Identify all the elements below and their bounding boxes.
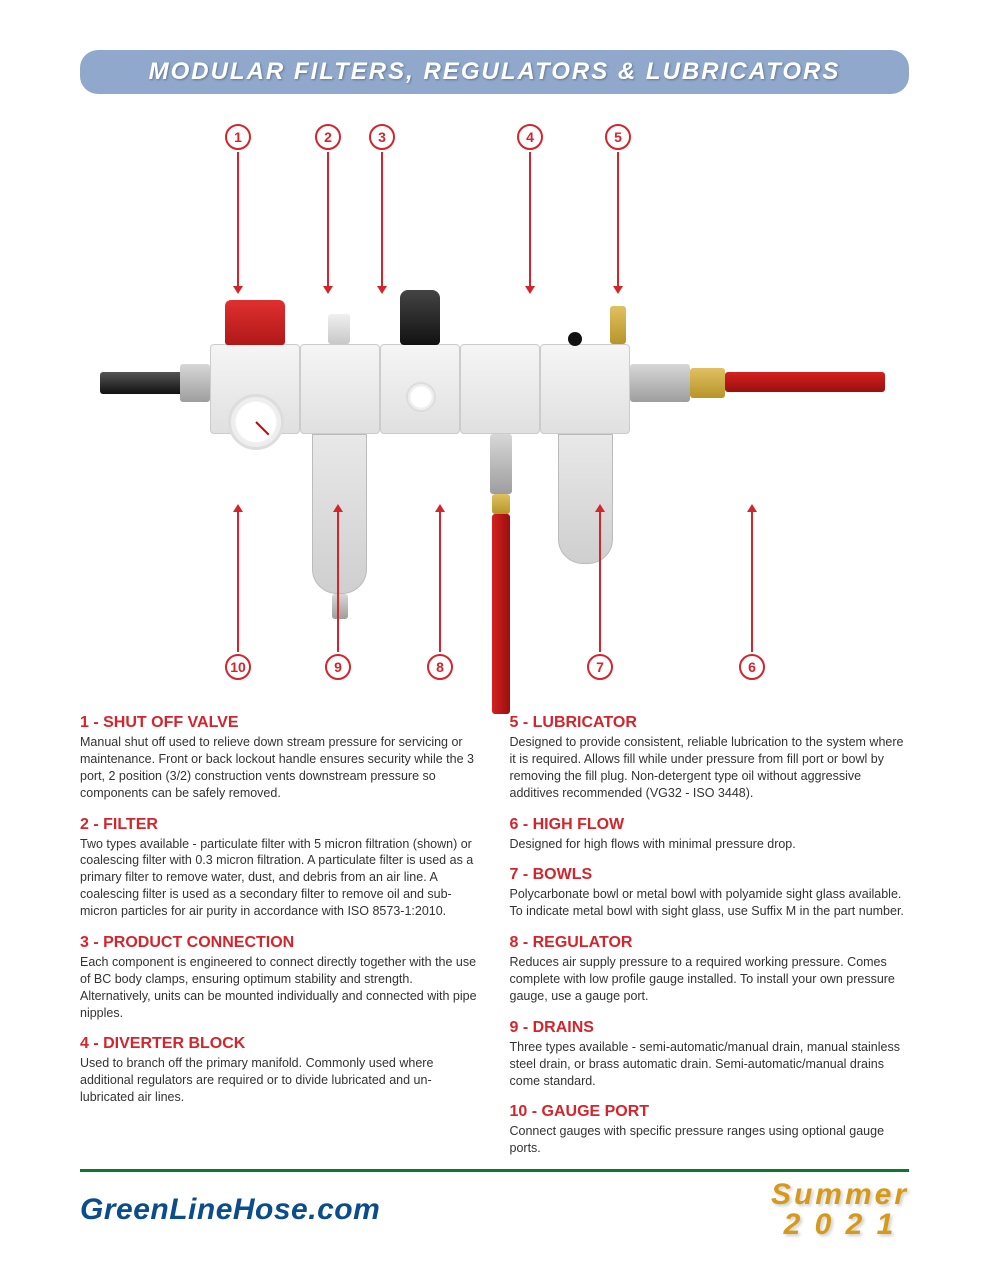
product-diagram: 1 2 3 4 5 10 9 8 7 6 xyxy=(80,124,909,684)
outlet-fitting xyxy=(630,364,690,402)
filter-bowl xyxy=(312,434,367,594)
desc-body: Designed to provide consistent, reliable… xyxy=(510,734,910,802)
desc-title: 1 - SHUT OFF VALVE xyxy=(80,714,480,732)
pressure-gauge xyxy=(228,394,284,450)
callout-arrow-6 xyxy=(747,504,757,512)
callout-arrow-9 xyxy=(333,504,343,512)
desc-title: 2 - FILTER xyxy=(80,816,480,834)
desc-item: 3 - PRODUCT CONNECTION Each component is … xyxy=(80,934,480,1022)
footer-season-line2: 2 0 2 1 xyxy=(771,1210,909,1240)
outlet-hose xyxy=(725,372,885,392)
desc-item: 5 - LUBRICATOR Designed to provide consis… xyxy=(510,714,910,802)
filter-cap xyxy=(328,314,350,344)
callout-bubble-10: 10 xyxy=(225,654,251,680)
regulator-gauge xyxy=(406,382,436,412)
desc-body: Used to branch off the primary manifold.… xyxy=(80,1055,480,1106)
callout-line-5 xyxy=(617,152,619,286)
callout-bubble-3: 3 xyxy=(369,124,395,150)
callout-line-2 xyxy=(327,152,329,286)
callout-bubble-9: 9 xyxy=(325,654,351,680)
page-footer: GreenLineHose.com Summer 2 0 2 1 xyxy=(80,1169,909,1240)
callout-bubble-6: 6 xyxy=(739,654,765,680)
frl-assembly-illustration xyxy=(170,274,820,504)
diverter-brass-coupler xyxy=(492,494,510,514)
desc-body: Three types available - semi-automatic/m… xyxy=(510,1039,910,1090)
callout-line-8 xyxy=(439,512,441,652)
page-title-banner: MODULAR FILTERS, REGULATORS & LUBRICATOR… xyxy=(80,50,909,94)
desc-title: 8 - REGULATOR xyxy=(510,934,910,952)
desc-body: Reduces air supply pressure to a require… xyxy=(510,954,910,1005)
desc-item: 8 - REGULATOR Reduces air supply pressure… xyxy=(510,934,910,1005)
description-column-right: 5 - LUBRICATOR Designed to provide consis… xyxy=(510,714,910,1171)
footer-season: Summer 2 0 2 1 xyxy=(771,1180,909,1240)
callout-bubble-7: 7 xyxy=(587,654,613,680)
desc-title: 5 - LUBRICATOR xyxy=(510,714,910,732)
footer-url: GreenLineHose.com xyxy=(80,1193,380,1227)
callout-arrow-5 xyxy=(613,286,623,294)
desc-item: 2 - FILTER Two types available - particul… xyxy=(80,816,480,920)
callout-arrow-7 xyxy=(595,504,605,512)
filter-drain xyxy=(332,594,348,619)
callout-arrow-8 xyxy=(435,504,445,512)
footer-season-line1: Summer xyxy=(771,1180,909,1210)
callout-bubble-4: 4 xyxy=(517,124,543,150)
diverter-hose xyxy=(492,514,510,714)
page-title: MODULAR FILTERS, REGULATORS & LUBRICATOR… xyxy=(100,58,889,86)
callout-arrow-4 xyxy=(525,286,535,294)
desc-item: 10 - GAUGE PORT Connect gauges with speci… xyxy=(510,1103,910,1157)
desc-item: 1 - SHUT OFF VALVE Manual shut off used t… xyxy=(80,714,480,802)
outlet-brass-coupler xyxy=(690,368,725,398)
desc-title: 6 - HIGH FLOW xyxy=(510,816,910,834)
desc-body: Polycarbonate bowl or metal bowl with po… xyxy=(510,886,910,920)
diverter-outlet-fitting xyxy=(490,434,512,494)
callout-bubble-8: 8 xyxy=(427,654,453,680)
module-diverter xyxy=(460,344,540,434)
desc-item: 9 - DRAINS Three types available - semi-a… xyxy=(510,1019,910,1090)
desc-body: Connect gauges with specific pressure ra… xyxy=(510,1123,910,1157)
callout-arrow-3 xyxy=(377,286,387,294)
inlet-hose xyxy=(100,372,185,394)
callout-bubble-5: 5 xyxy=(605,124,631,150)
callout-arrow-10 xyxy=(233,504,243,512)
desc-title: 3 - PRODUCT CONNECTION xyxy=(80,934,480,952)
callout-line-9 xyxy=(337,512,339,652)
desc-body: Manual shut off used to relieve down str… xyxy=(80,734,480,802)
callout-line-7 xyxy=(599,512,601,652)
lubricator-fill-port xyxy=(610,306,626,344)
catalog-page: MODULAR FILTERS, REGULATORS & LUBRICATOR… xyxy=(0,0,989,1280)
desc-body: Each component is engineered to connect … xyxy=(80,954,480,1022)
desc-item: 4 - DIVERTER BLOCK Used to branch off the… xyxy=(80,1035,480,1106)
callout-arrow-2 xyxy=(323,286,333,294)
lubricator-bowl xyxy=(558,434,613,564)
desc-title: 9 - DRAINS xyxy=(510,1019,910,1037)
desc-body: Designed for high flows with minimal pre… xyxy=(510,836,910,853)
callout-line-10 xyxy=(237,512,239,652)
module-filter xyxy=(300,344,380,434)
desc-title: 10 - GAUGE PORT xyxy=(510,1103,910,1121)
desc-item: 7 - BOWLS Polycarbonate bowl or metal bow… xyxy=(510,866,910,920)
module-lubricator xyxy=(540,344,630,434)
callout-line-3 xyxy=(381,152,383,286)
inlet-fitting xyxy=(180,364,210,402)
lubricator-adjust xyxy=(568,332,582,346)
desc-title: 4 - DIVERTER BLOCK xyxy=(80,1035,480,1053)
regulator-knob xyxy=(400,290,440,345)
desc-body: Two types available - particulate filter… xyxy=(80,836,480,920)
shutoff-handle xyxy=(225,300,285,345)
desc-title: 7 - BOWLS xyxy=(510,866,910,884)
callout-line-6 xyxy=(751,512,753,652)
callout-line-1 xyxy=(237,152,239,286)
description-column-left: 1 - SHUT OFF VALVE Manual shut off used t… xyxy=(80,714,480,1171)
descriptions: 1 - SHUT OFF VALVE Manual shut off used t… xyxy=(80,714,909,1171)
callout-bubble-2: 2 xyxy=(315,124,341,150)
callout-bubble-1: 1 xyxy=(225,124,251,150)
callout-arrow-1 xyxy=(233,286,243,294)
callout-line-4 xyxy=(529,152,531,286)
desc-item: 6 - HIGH FLOW Designed for high flows wit… xyxy=(510,816,910,853)
